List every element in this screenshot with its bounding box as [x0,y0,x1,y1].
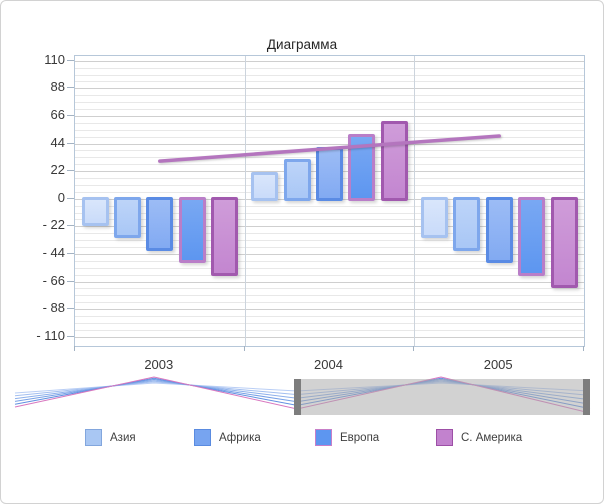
x-axis-tick [583,346,584,351]
minor-gridline [75,109,584,110]
y-axis-tick [67,280,74,282]
minor-gridline [75,129,584,131]
major-gridline [75,115,584,117]
minor-gridline [75,295,584,297]
minor-gridline [75,316,584,317]
navigator-selection[interactable] [293,379,590,415]
legend-swatch [85,429,102,446]
major-gridline [75,88,584,90]
bar-Европа-2004 [348,134,376,201]
y-axis-tick [67,308,74,310]
minor-gridline [75,329,584,331]
y-axis-tick [67,252,74,254]
minor-gridline [75,136,584,138]
x-axis-label: 2005 [483,357,513,372]
minor-gridline [75,212,584,214]
y-axis-tick [67,197,74,199]
y-axis-label: 22 [50,162,65,178]
y-axis-label: 44 [50,134,65,150]
minor-gridline [75,67,584,69]
minor-gridline [75,233,584,235]
major-gridline [75,309,584,311]
y-axis-label: - 44 [42,244,65,260]
y-axis-tick [67,87,74,89]
y-axis-tick [67,335,74,337]
bar-Азия-2005 [420,196,448,239]
legend: Азия Африка Европа С. Америка [1,429,603,449]
bar-Азия-2003 [81,196,109,226]
legend-label: Европа [340,431,380,444]
y-axis-label: - 66 [42,272,65,288]
bar-series3-2005 [485,196,513,264]
chart-title: Диаграмма [266,37,338,52]
category-divider [414,56,416,346]
bar-Азия-2004 [251,171,279,201]
bar-series3-2004 [316,146,343,201]
legend-item-2: Африка [194,429,261,446]
y-axis-label: 66 [50,106,65,122]
bar-Европа-2003 [178,196,206,264]
bar-Африка-2005 [453,196,481,251]
navigator-right-handle[interactable] [583,379,590,415]
legend-item-1: Азия [85,429,136,446]
minor-gridline [75,95,584,97]
legend-swatch [194,429,211,446]
legend-label: Азия [110,431,136,444]
x-axis-tick [413,346,415,351]
x-axis-label: 2004 [314,357,343,372]
y-axis-label: 88 [50,79,65,95]
minor-gridline [75,288,584,290]
bar-Европа-2005 [518,196,546,276]
y-axis-label: - 88 [42,300,65,316]
minor-gridline [75,240,584,242]
y-axis-tick [67,170,74,172]
plot-area [74,55,585,347]
y-axis-label: 110 [44,51,65,67]
legend-label: С. Америка [461,431,523,444]
minor-gridline [75,122,584,124]
major-gridline [75,60,584,62]
x-axis-tick [243,346,245,351]
minor-gridline [75,205,584,207]
y-axis-tick [67,142,74,144]
bar-Африка-2004 [283,159,311,201]
minor-gridline [75,74,584,76]
legend-item-3: Европа [315,429,379,446]
legend-swatch [436,429,453,446]
bar-С. Америка-2004 [380,121,408,201]
minor-gridline [75,302,584,304]
x-axis-label: 2003 [144,357,174,372]
major-gridline [75,336,584,338]
minor-gridline [75,81,584,83]
minor-gridline [75,102,584,104]
y-axis-tick [67,225,74,227]
bar-С. Америка-2003 [211,196,239,276]
y-axis-label: - 110 [36,327,65,343]
y-axis-label: 0 [57,189,65,205]
bar-С. Америка-2005 [550,196,578,289]
minor-gridline [75,219,584,221]
legend-item-4: С. Америка [436,429,522,446]
minor-gridline [75,260,584,262]
y-axis-label: - 22 [42,217,65,233]
minor-gridline [75,274,584,276]
bar-Африка-2003 [113,196,141,239]
minor-gridline [75,267,584,269]
major-gridline [75,143,584,145]
legend-swatch [315,429,332,446]
y-axis-tick [67,59,74,61]
category-divider [244,56,246,346]
minor-gridline [75,247,584,248]
major-gridline [75,281,584,283]
minor-gridline [75,322,584,324]
x-axis-tick [74,346,75,351]
navigator-left-handle[interactable] [293,379,301,415]
major-gridline [75,226,584,228]
y-axis-tick [67,114,74,116]
major-gridline [75,253,584,255]
range-navigator[interactable] [1,373,603,423]
bar-series3-2003 [146,196,174,251]
legend-label: Африка [219,431,261,444]
